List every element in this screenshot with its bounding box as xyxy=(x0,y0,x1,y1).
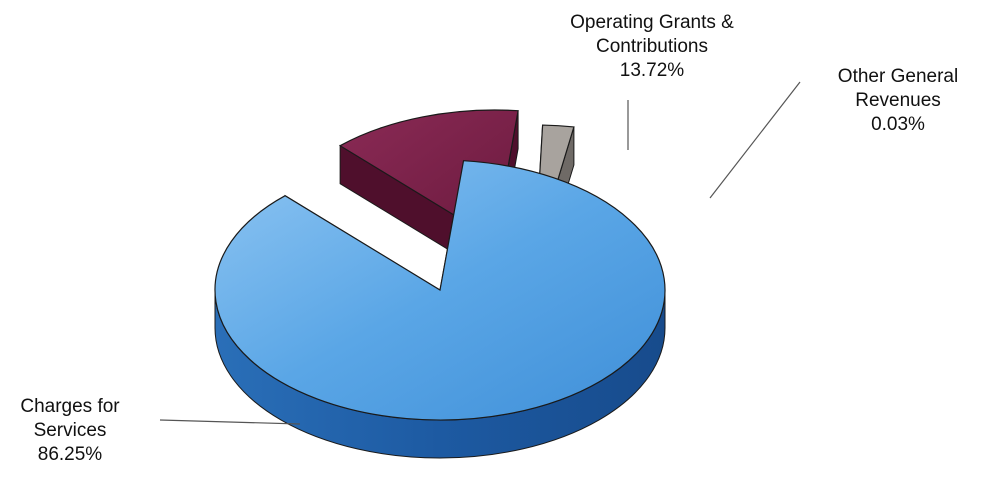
label-operating-grants-value: 13.72% xyxy=(620,60,685,81)
label-other-general-revenues-line-2: Revenues xyxy=(855,90,941,111)
label-operating-grants-line-1: Operating Grants & xyxy=(570,12,734,33)
label-charges-for-services-line-1: Charges for xyxy=(20,396,120,417)
label-operating-grants-line-2: Contributions xyxy=(596,36,708,57)
leader-other-general-revenues xyxy=(709,81,801,199)
label-charges-for-services-value: 86.25% xyxy=(38,444,103,465)
label-other-general-revenues-line-1: Other General xyxy=(838,66,958,87)
label-other-general-revenues-value: 0.03% xyxy=(871,114,925,135)
leader-charges-for-services xyxy=(159,419,301,425)
pie-tops xyxy=(214,109,666,421)
leader-lines xyxy=(159,81,801,425)
slice-charges-for-services xyxy=(214,160,666,421)
label-charges-for-services-line-2: Services xyxy=(34,420,107,441)
slice-labels: Charges for Services 86.25% Operating Grant… xyxy=(20,12,958,465)
